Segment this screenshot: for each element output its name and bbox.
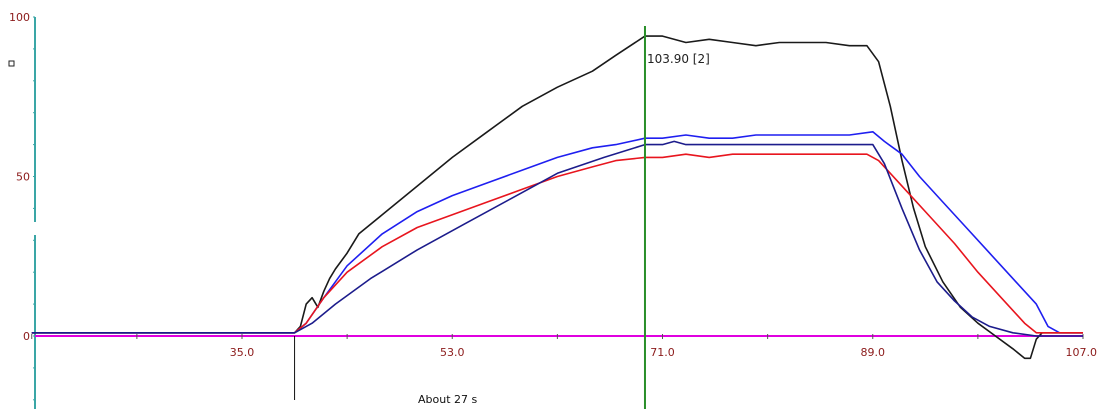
x-tick-label: 107.0 [1066,346,1098,359]
x-axis-tick-labels: 35.0 53.0 71.0 89.0 107.0 [230,346,1097,359]
series-line-3 [31,153,1083,334]
y-tick-label: 50 [16,171,30,184]
legend-square-icon [8,60,15,67]
x-tick-label: 89.0 [861,346,886,359]
series-line-2 [31,131,1083,334]
series-line-4 [31,140,1083,337]
y-axis-tick-labels: 0 50 100 [9,11,30,343]
duration-annotation: About 27 s [418,393,478,406]
y-tick-label: 0 [23,330,30,343]
x-tick-label: 35.0 [230,346,255,359]
x-tick-label: 71.0 [650,346,675,359]
y-axis [33,16,36,409]
series-line-1 [31,35,1083,360]
x-tick-label: 53.0 [440,346,465,359]
series-lines [31,35,1083,360]
cursor-readout-label: 103.90 [2] [647,52,710,66]
x-axis-ticks [31,334,1084,339]
y-tick-label: 100 [9,11,30,24]
